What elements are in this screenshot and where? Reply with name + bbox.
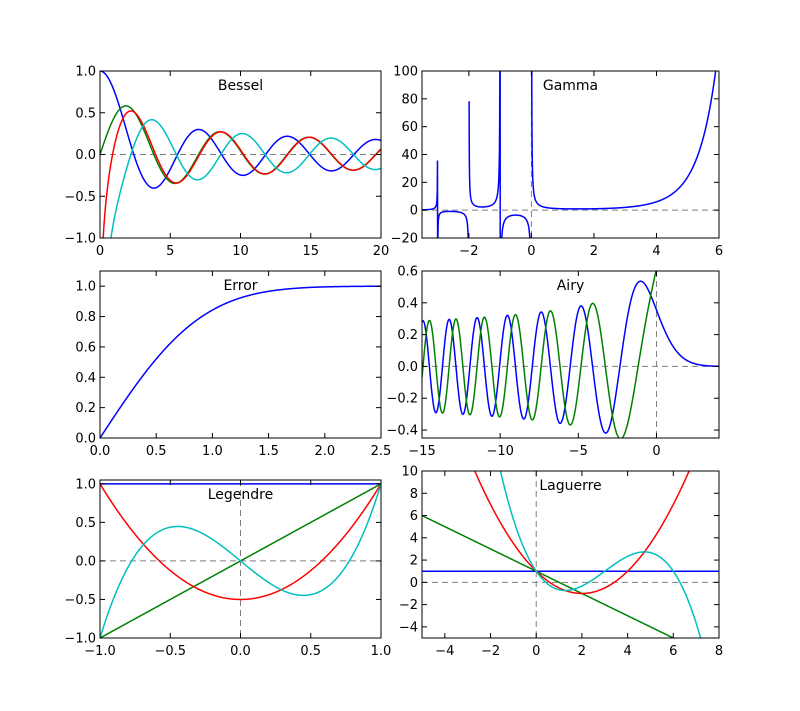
- x-tick-label: 0.0: [90, 444, 111, 459]
- chart-title: Gamma: [543, 78, 598, 94]
- y-tick-label: 0: [410, 204, 418, 219]
- x-tick-label: −0.5: [154, 644, 186, 659]
- x-tick-label: 1.0: [371, 644, 392, 659]
- panel-laguerre: −4 −2 0 2 4 6 8 −4 −2 0 2 4 6 8 10 Laguerre: [399, 465, 723, 660]
- y-tick-label: −0.4: [386, 424, 418, 439]
- y-tick-label: 0.5: [75, 106, 96, 121]
- chart-title: Laguerre: [539, 478, 601, 494]
- series-line-legendre-3: [100, 483, 381, 601]
- panel-airy: −15 −10 −5 0 −0.4 −0.2 0.0 0.2 0.4 0.6 Airy: [386, 265, 720, 459]
- x-tick-label: 4: [652, 244, 660, 259]
- x-tick-label: 20: [373, 244, 390, 259]
- panel-error: 0.0 0.5 1.0 1.5 2.0 2.5 0.0 0.2 0.4 0.6 0.8 1.0 Erro…: [75, 270, 392, 459]
- series-line-bessel-4: [110, 118, 381, 238]
- x-tick-label: 1.0: [202, 444, 223, 459]
- series-line-airy-2: [422, 271, 657, 438]
- y-tick-label: 4: [410, 531, 418, 546]
- series-line-laguerre-2: [422, 514, 676, 638]
- x-tick-label: 0.5: [300, 644, 321, 659]
- y-tick-label: −1.0: [64, 632, 96, 647]
- x-tick-label: 0: [532, 644, 540, 659]
- y-tick-label: 6: [410, 509, 418, 524]
- x-tick-label: 0: [96, 244, 104, 259]
- y-tick-label: 100: [393, 65, 418, 80]
- y-tick-label: 0: [410, 576, 418, 591]
- y-tick-label: 1.0: [75, 65, 96, 80]
- y-tick-label: 40: [401, 148, 418, 163]
- y-tick-label: 20: [401, 176, 418, 191]
- series-line-bessel-3: [102, 110, 381, 238]
- panel-bessel: 0 5 10 15 20 −1.0 −0.5 0.0 0.5 1.0 Bessel: [64, 65, 390, 260]
- x-tick-label: −15: [408, 444, 435, 459]
- x-tick-label: 10: [232, 244, 249, 259]
- chart-title: Bessel: [218, 78, 263, 94]
- x-tick-label: −5: [569, 444, 588, 459]
- y-tick-label: 80: [401, 92, 418, 107]
- x-tick-label: −4: [435, 644, 454, 659]
- y-tick-label: 60: [401, 120, 418, 135]
- x-tick-label: 15: [302, 244, 319, 259]
- axes-frame: [99, 270, 382, 439]
- series-line-laguerre-4: [499, 471, 702, 638]
- y-tick-label: 0.5: [75, 516, 96, 531]
- y-tick-label: 0.4: [397, 296, 418, 311]
- y-tick-label: −0.5: [64, 593, 96, 608]
- x-tick-label: 4: [623, 644, 631, 659]
- y-tick-label: 0.6: [397, 265, 418, 280]
- y-tick-label: −1.0: [64, 232, 96, 247]
- y-tick-label: 0.6: [75, 340, 96, 355]
- x-tick-label: −2: [459, 244, 478, 259]
- series-line-bessel-1: [100, 71, 381, 189]
- x-tick-label: 0.0: [230, 644, 251, 659]
- y-tick-label: −0.5: [64, 190, 96, 205]
- series-line-legendre-4: [100, 483, 381, 638]
- x-tick-label: −10: [486, 444, 513, 459]
- series-line-gamma-1: [422, 71, 717, 238]
- x-tick-label: 0.5: [146, 444, 167, 459]
- x-tick-label: 0: [652, 444, 660, 459]
- panel-legendre: −1.0 −0.5 0.0 0.5 1.0 −1.0 −0.5 0.0 0.5 1.0 Legend…: [64, 477, 391, 659]
- x-tick-label: 8: [715, 644, 723, 659]
- y-tick-label: −2: [399, 598, 418, 613]
- axes-frame: [421, 70, 720, 239]
- axes-frame: [421, 270, 720, 439]
- y-tick-label: 10: [401, 465, 418, 480]
- x-tick-label: −2: [481, 644, 500, 659]
- series-line-airy-1: [422, 280, 719, 434]
- y-tick-label: 1.0: [75, 477, 96, 492]
- y-tick-label: 0.0: [75, 432, 96, 447]
- y-tick-label: 8: [410, 487, 418, 502]
- axes-frame: [421, 470, 720, 639]
- x-tick-label: 1.5: [258, 444, 279, 459]
- x-tick-label: 2: [590, 244, 598, 259]
- y-tick-label: 0.2: [397, 328, 418, 343]
- series-line-bessel-2: [100, 105, 381, 185]
- x-tick-label: 2.5: [371, 444, 392, 459]
- x-tick-label: −1.0: [84, 644, 116, 659]
- y-tick-label: 2: [410, 554, 418, 569]
- x-tick-label: 2.0: [314, 444, 335, 459]
- y-tick-label: −20: [391, 232, 418, 247]
- x-tick-label: 6: [669, 644, 677, 659]
- y-tick-label: −0.2: [386, 392, 418, 407]
- y-tick-label: 0.0: [75, 554, 96, 569]
- y-tick-label: 0.8: [75, 310, 96, 325]
- chart-title: Error: [223, 278, 257, 294]
- x-tick-label: 6: [715, 244, 723, 259]
- x-tick-label: 5: [166, 244, 174, 259]
- x-tick-label: 0: [527, 244, 535, 259]
- y-tick-label: 0.4: [75, 371, 96, 386]
- y-tick-label: 0.0: [75, 148, 96, 163]
- y-tick-label: −4: [399, 620, 418, 635]
- series-line-laguerre-3: [473, 471, 690, 595]
- x-tick-label: 2: [578, 644, 586, 659]
- chart-title: Airy: [557, 278, 585, 294]
- y-tick-label: 0.2: [75, 401, 96, 416]
- y-tick-label: 0.0: [397, 360, 418, 375]
- series-line-error-1: [100, 285, 381, 438]
- chart-title: Legendre: [208, 487, 274, 503]
- y-tick-label: 1.0: [75, 280, 96, 295]
